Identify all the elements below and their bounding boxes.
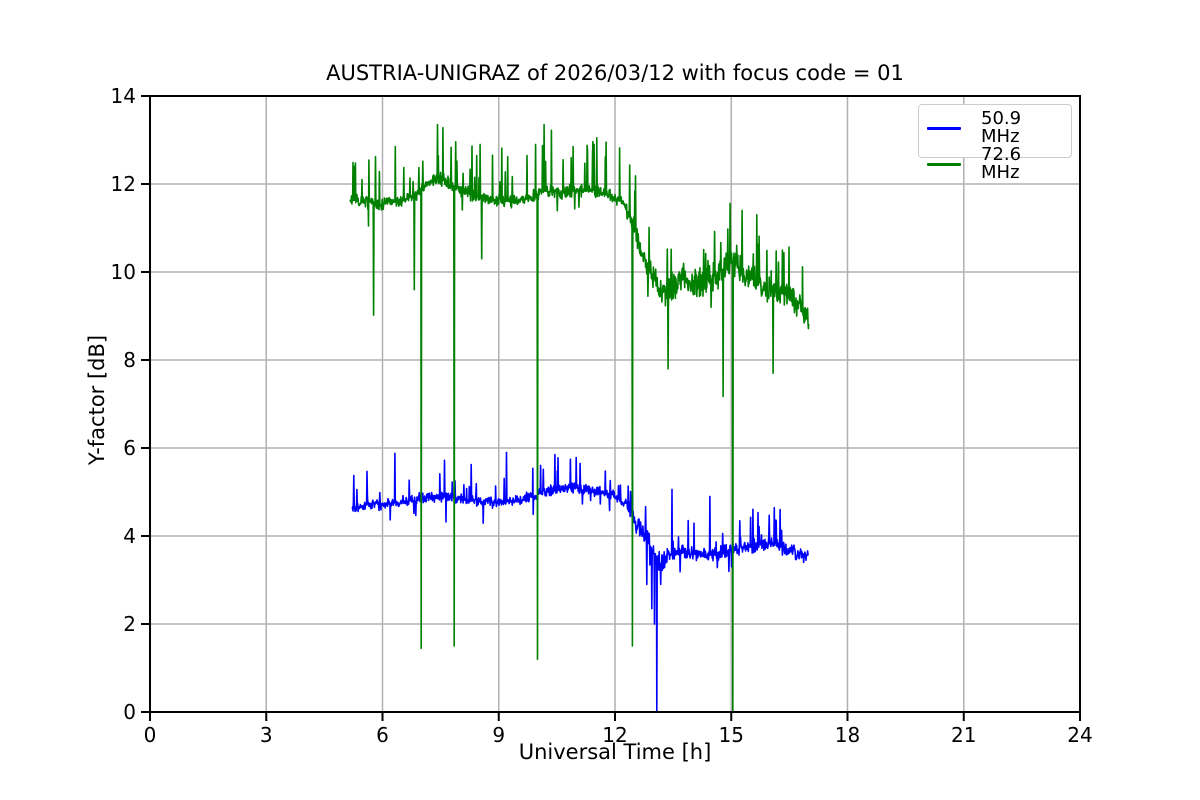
svg-text:4: 4	[123, 524, 136, 548]
svg-text:0: 0	[123, 700, 136, 724]
svg-text:15: 15	[719, 723, 744, 747]
legend-label-72-6-mhz: 72.6 MHz	[981, 144, 1022, 183]
svg-text:9: 9	[492, 723, 505, 747]
legend: 50.9 MHz 72.6 MHz	[918, 104, 1072, 182]
legend-item-50-9-mhz: 50.9 MHz	[927, 110, 1063, 146]
svg-text:3: 3	[260, 723, 273, 747]
svg-text:0: 0	[144, 723, 157, 747]
svg-text:6: 6	[376, 723, 389, 747]
y-axis-label: Y-factor [dB]	[85, 334, 109, 466]
svg-text:2: 2	[123, 612, 136, 636]
legend-label-50-9-mhz: 50.9 MHz	[981, 108, 1022, 147]
legend-line-sample-green	[927, 162, 962, 166]
x-axis-label: Universal Time [h]	[518, 740, 712, 764]
legend-item-72-6-mhz: 72.6 MHz	[927, 146, 1063, 182]
svg-text:14: 14	[111, 84, 136, 108]
svg-text:8: 8	[123, 348, 136, 372]
legend-line-sample-blue	[927, 126, 962, 130]
svg-text:12: 12	[602, 723, 627, 747]
svg-text:10: 10	[111, 260, 136, 284]
svg-text:18: 18	[835, 723, 860, 747]
svg-text:12: 12	[111, 172, 136, 196]
svg-text:21: 21	[951, 723, 976, 747]
svg-text:6: 6	[123, 436, 136, 460]
svg-text:24: 24	[1067, 723, 1092, 747]
chart-title: AUSTRIA-UNIGRAZ of 2026/03/12 with focus…	[326, 61, 904, 85]
